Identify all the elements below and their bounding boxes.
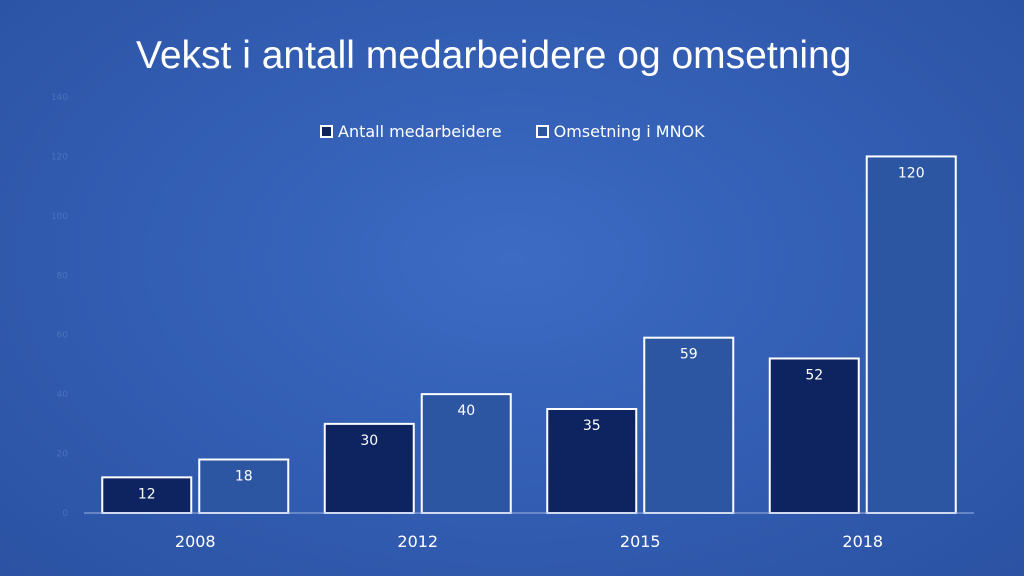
y-tick-label: 20 (57, 450, 69, 460)
y-tick-label: 140 (51, 93, 68, 103)
data-label: 18 (235, 469, 253, 485)
data-label: 12 (138, 486, 156, 502)
y-tick-label: 100 (51, 212, 68, 222)
legend-item-employees: Antall medarbeidere (320, 122, 502, 141)
bar (546, 408, 638, 514)
y-tick-label: 0 (62, 509, 68, 519)
x-tick-label: 2018 (842, 532, 883, 551)
data-label: 59 (680, 347, 698, 363)
chart-legend: Antall medarbeidere Omsetning i MNOK (320, 122, 705, 141)
data-label: 120 (898, 165, 925, 181)
bar (643, 336, 735, 514)
y-tick-label: 120 (51, 152, 68, 162)
bar (420, 393, 512, 514)
y-tick-label: 80 (57, 271, 69, 281)
y-tick-label: 60 (57, 331, 69, 341)
legend-item-revenue: Omsetning i MNOK (535, 122, 705, 141)
data-label: 30 (360, 433, 378, 449)
slide-title: Vekst i antall medarbeidere og omsetning (136, 34, 852, 77)
bar (198, 458, 290, 514)
x-tick-label: 2012 (397, 532, 438, 551)
y-tick-label: 40 (57, 390, 69, 400)
bar (768, 357, 860, 514)
bar (323, 422, 415, 515)
bar (865, 155, 957, 515)
data-label: 40 (457, 403, 475, 419)
data-label: 52 (805, 367, 823, 383)
x-tick-label: 2008 (175, 532, 216, 551)
x-tick-label: 2015 (620, 532, 661, 551)
legend-label-revenue: Omsetning i MNOK (553, 122, 705, 141)
legend-label-employees: Antall medarbeidere (338, 122, 502, 141)
data-label: 35 (583, 418, 601, 434)
legend-swatch-employees (320, 125, 333, 138)
legend-swatch-revenue (535, 125, 549, 138)
